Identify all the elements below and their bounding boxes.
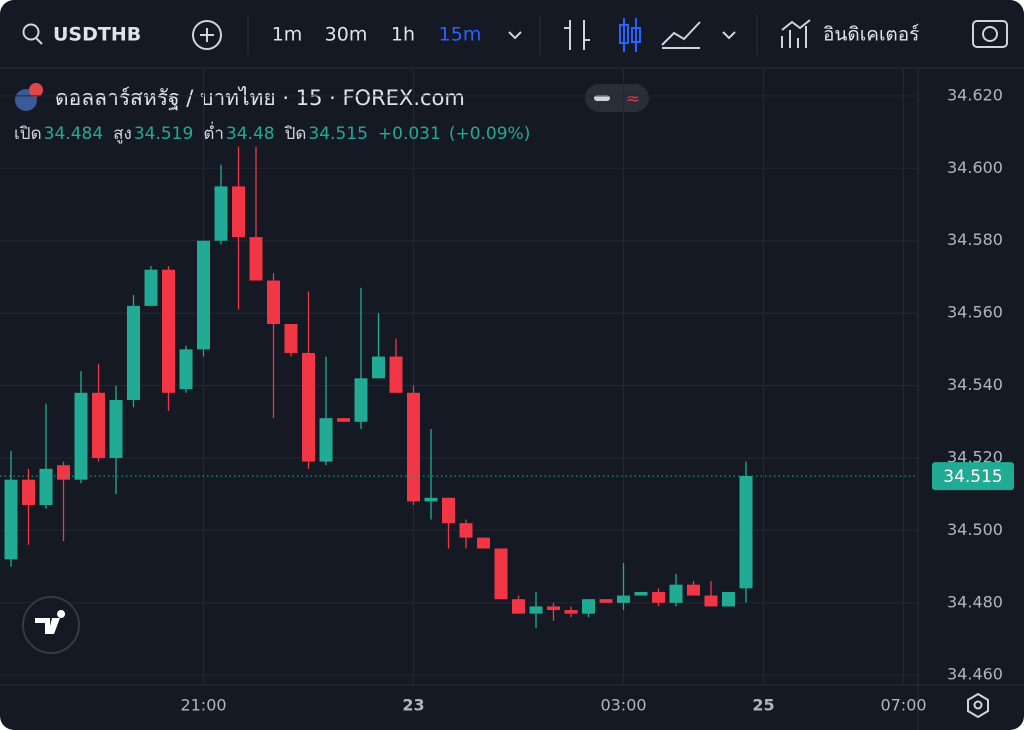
flag-icon (29, 83, 43, 97)
candle-body (372, 356, 385, 379)
candle-body (407, 392, 420, 502)
candle-body (74, 392, 88, 480)
candle-body (109, 400, 123, 458)
candle-body (617, 595, 630, 603)
candle-body (39, 468, 53, 506)
x-tick-label: 03:00 (600, 696, 646, 715)
area-style[interactable] (661, 21, 701, 49)
interval[interactable]: 30m (325, 24, 368, 46)
symbol[interactable]: USDTHB (53, 24, 141, 46)
change-percent: (+0.09%) (449, 124, 531, 144)
x-tick-label: 25 (752, 696, 774, 715)
ohlc-value: 34.515 (308, 124, 367, 144)
y-tick-label: 34.520 (947, 447, 1003, 466)
candle-body (284, 323, 298, 353)
x-tick-label: 23 (402, 696, 424, 715)
ohlc-label: ปิด (284, 124, 307, 144)
ohlc-label: เปิด (14, 124, 42, 144)
candle-body (704, 595, 718, 607)
candle-body (249, 237, 263, 281)
interval[interactable]: 1h (391, 24, 415, 46)
candle-body (232, 186, 245, 238)
candle-body (634, 591, 648, 596)
y-tick-label: 34.460 (947, 665, 1003, 684)
candle-body (529, 606, 543, 614)
candle-body (389, 356, 403, 393)
ohlc-label: ต่ำ (203, 121, 224, 144)
interval-active[interactable]: 15m (439, 24, 482, 46)
search-button[interactable]: USDTHB (22, 23, 142, 46)
settings-button[interactable] (967, 692, 989, 719)
candle-body (582, 599, 595, 614)
price-label-box (932, 462, 1014, 491)
candle-body (127, 305, 140, 401)
candle-body (214, 186, 228, 241)
ohlc-legend: เปิด 34.484 สูง 34.519 ต่ำ 34.48 ปิด 34.515 +0.0… (14, 121, 530, 144)
y-tick-label: 34.600 (947, 158, 1003, 177)
candle-body (547, 606, 560, 611)
candle-body (302, 352, 315, 462)
y-tick-label: 34.620 (947, 85, 1003, 104)
ohlc-value: 34.484 (44, 124, 103, 144)
price-label: 34.515 (943, 467, 1002, 487)
chart-title: ดอลลาร์สหรัฐ / บาทไทย · 15 · FOREX.com (55, 86, 465, 110)
candle-body (354, 378, 368, 422)
y-tick-label: 34.560 (947, 303, 1003, 322)
indicators-button[interactable]: อินดิเคเตอร์ (823, 24, 919, 46)
candle-body (459, 523, 473, 538)
candle-body (319, 418, 333, 462)
y-tick-label: 34.480 (947, 592, 1003, 611)
candle-body (267, 280, 280, 324)
interval-menu[interactable] (508, 31, 522, 40)
candle-body (739, 476, 753, 589)
plot: 34.460 34.480 34.500 34.520 34.540 34.560 34.5… (0, 68, 1014, 715)
candle-body (687, 584, 700, 596)
indicators-icon[interactable] (781, 19, 811, 48)
candle-body (599, 599, 613, 603)
candle-body (424, 497, 438, 502)
candle-body (722, 591, 735, 607)
candle-body (4, 479, 18, 560)
y-tick-label: 34.580 (947, 230, 1003, 249)
change: +0.031 (378, 124, 441, 144)
candle-body (652, 591, 665, 603)
candle-body (512, 599, 525, 614)
y-tick-label: 34.540 (947, 375, 1003, 394)
x-tick-label: 07:00 (880, 696, 926, 715)
legend-toggle[interactable] (585, 84, 649, 112)
candle-body (179, 349, 193, 390)
candle-body (442, 497, 455, 524)
tv-logo-mark (35, 610, 66, 634)
candle-body (494, 548, 508, 600)
candle-body (22, 479, 35, 506)
candle-body (92, 392, 105, 458)
ohlc-value: 34.48 (226, 124, 275, 144)
bar-style[interactable] (564, 20, 590, 50)
candle-body (57, 465, 70, 480)
candle-body (337, 418, 350, 422)
ohlc-value: 34.519 (134, 124, 193, 144)
candle-body (144, 269, 158, 306)
candle-body (564, 610, 578, 614)
interval[interactable]: 1m (272, 24, 303, 46)
candle-body (669, 584, 683, 603)
add-symbol[interactable] (192, 20, 222, 50)
candle-style[interactable] (619, 24, 629, 44)
ohlc-label: สูง (113, 124, 132, 144)
x-tick-label: 21:00 (180, 696, 226, 715)
toggle-icon (594, 95, 610, 101)
candle-body (162, 269, 175, 393)
style-menu[interactable] (722, 31, 736, 40)
candle-body (477, 537, 490, 549)
candle-body (197, 240, 210, 350)
y-tick-label: 34.500 (947, 520, 1003, 539)
toggle-icon: ≈ (626, 89, 640, 109)
screenshot-button[interactable] (972, 20, 1008, 48)
